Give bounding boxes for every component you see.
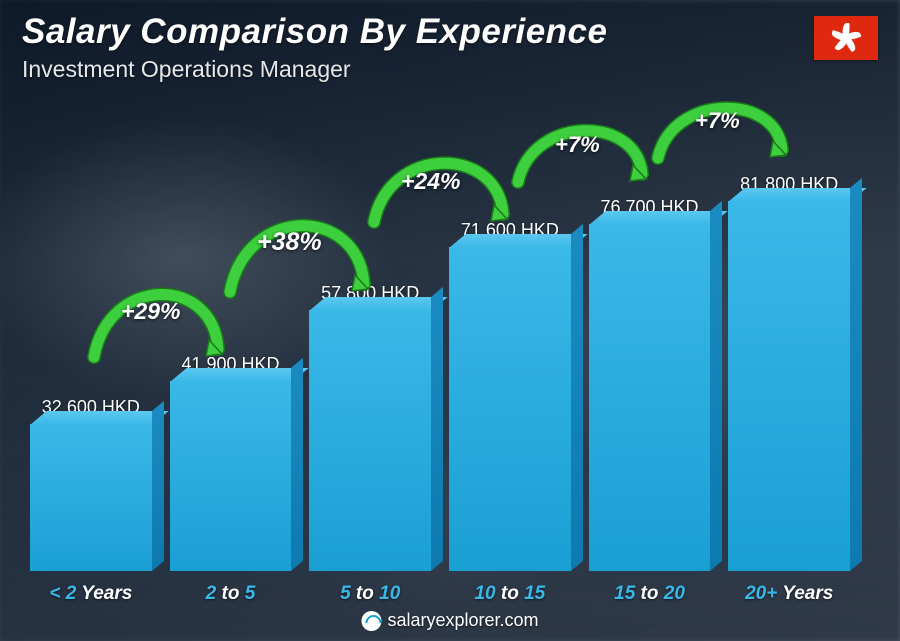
bar <box>728 201 850 571</box>
category-label: 2 to 5 <box>206 583 256 605</box>
bar <box>589 224 711 571</box>
footer-text: salaryexplorer.com <box>387 610 538 631</box>
category-label: 15 to 20 <box>614 583 685 605</box>
bar <box>449 247 571 571</box>
bar-group: 57,800 HKD5 to 10 <box>309 283 431 571</box>
bar <box>170 381 292 571</box>
bar-group: 71,600 HKD10 to 15 <box>449 220 571 571</box>
category-label: 5 to 10 <box>340 583 400 605</box>
bar-group: 81,800 HKD20+ Years <box>728 174 850 571</box>
bar <box>309 310 431 571</box>
chart-subtitle: Investment Operations Manager <box>22 56 351 83</box>
bar-group: 41,900 HKD2 to 5 <box>170 354 292 571</box>
chart-container: Salary Comparison By Experience Investme… <box>0 0 900 641</box>
bar-chart: 32,600 HKD< 2 Years41,900 HKD2 to 557,80… <box>30 100 850 571</box>
salaryexplorer-logo-icon <box>361 611 381 631</box>
category-label: < 2 Years <box>49 583 132 605</box>
bar <box>30 424 152 571</box>
chart-title: Salary Comparison By Experience <box>22 12 607 52</box>
category-label: 10 to 15 <box>474 583 545 605</box>
bar-group: 32,600 HKD< 2 Years <box>30 397 152 571</box>
category-label: 20+ Years <box>745 583 833 605</box>
bauhinia-flower-icon <box>831 23 861 53</box>
footer-attribution: salaryexplorer.com <box>361 610 538 631</box>
hong-kong-flag-icon <box>814 16 878 60</box>
bar-group: 76,700 HKD15 to 20 <box>589 197 711 571</box>
